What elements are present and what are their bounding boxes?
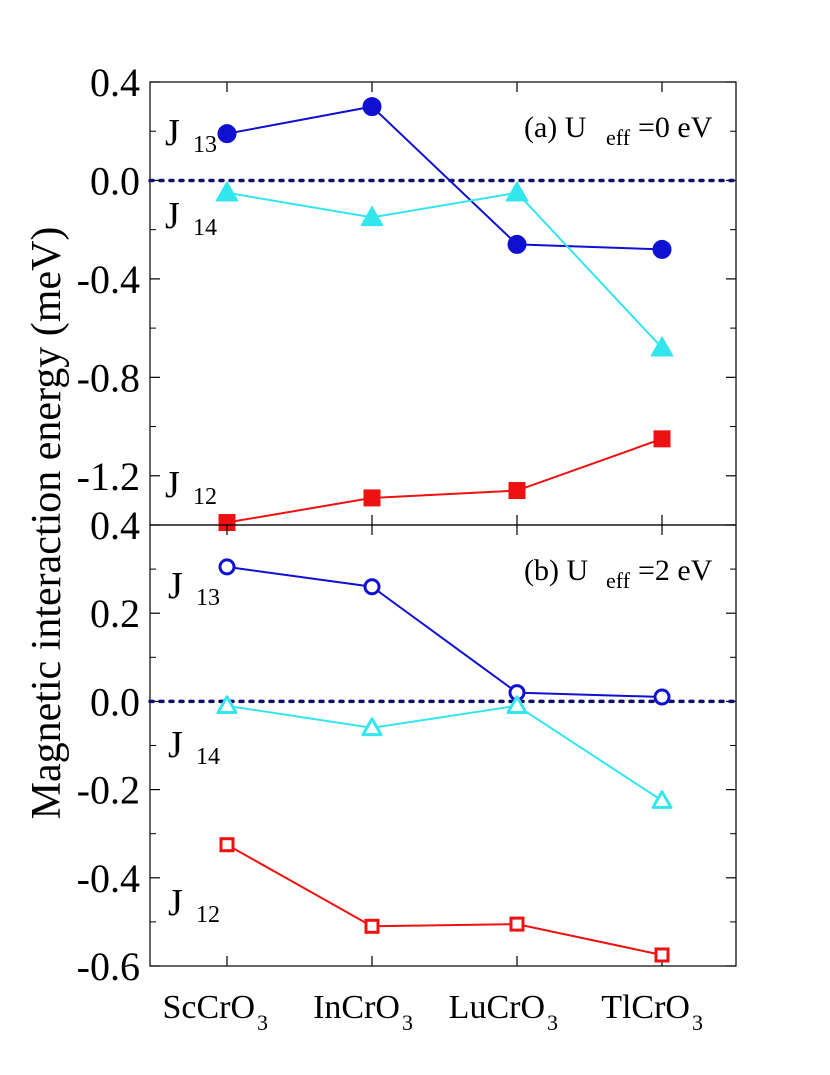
data-point-j13 xyxy=(217,124,237,144)
data-point-j13 xyxy=(363,578,381,596)
y-tick-label: -0.4 xyxy=(77,257,140,302)
series-line-j13 xyxy=(226,565,663,698)
panel-label-sub: eff xyxy=(606,568,631,593)
data-point-j14 xyxy=(651,790,673,809)
x-tick-label-sub: 3 xyxy=(692,1010,703,1035)
plot-frame xyxy=(149,81,737,526)
y-tick-label: 0.0 xyxy=(90,679,140,724)
series-line-j12 xyxy=(226,437,663,524)
y-tick-label: -1.2 xyxy=(77,454,140,499)
data-point-j13 xyxy=(362,97,382,117)
data-point-j14 xyxy=(506,695,528,715)
series-label-sub-j13: 13 xyxy=(196,585,220,611)
panel-label-tail: =2 eV xyxy=(638,554,713,587)
y-tick-label: -0.6 xyxy=(77,944,140,989)
panel-a: 0.4 0.0 -0.4 -0.8 -1.2 J 13 J 14 J 12 (a) U eff =0 eV xyxy=(77,60,738,532)
panel-label: (b) U xyxy=(524,554,588,587)
data-point-j12 xyxy=(219,837,235,853)
y-tick-label: 0.4 xyxy=(90,503,140,548)
x-tick-label-sub: 3 xyxy=(547,1010,558,1035)
series-line-j13 xyxy=(226,105,663,251)
data-point-j12 xyxy=(654,947,670,963)
data-point-j13 xyxy=(218,558,236,576)
data-point-j13 xyxy=(507,234,527,254)
series-line-j14 xyxy=(226,191,663,349)
series-label-sub-j12: 12 xyxy=(193,484,217,510)
series-label-j14: J xyxy=(168,724,183,766)
y-tick-label: 0.2 xyxy=(90,591,140,636)
data-point-j14 xyxy=(360,205,384,227)
data-point-j14 xyxy=(505,181,529,202)
series-label-j13: J xyxy=(165,112,180,154)
series-line-j14 xyxy=(226,704,663,802)
y-tick-label: -0.8 xyxy=(77,355,140,400)
data-point-j14 xyxy=(215,181,239,202)
plot-frame xyxy=(149,524,737,967)
data-point-j14 xyxy=(650,336,674,357)
panel-label-tail: =0 eV xyxy=(638,111,713,144)
x-axis: ScCrO 3 InCrO 3 LuCrO 3 TlCrO 3 xyxy=(162,989,703,1035)
y-tick-label: 0.0 xyxy=(90,158,140,203)
data-point-j13 xyxy=(652,239,672,259)
data-point-j13 xyxy=(653,688,671,706)
x-tick-label: InCrO xyxy=(313,989,400,1026)
data-point-j14 xyxy=(216,695,238,715)
series-label-sub-j14: 14 xyxy=(196,744,220,770)
series-label-j12: J xyxy=(165,464,180,506)
y-tick-label: -0.4 xyxy=(77,856,140,901)
data-point-j12 xyxy=(508,482,526,500)
series-label-sub-j13: 13 xyxy=(193,132,217,158)
data-point-j12 xyxy=(364,918,380,934)
y-axis-label: Magnetic interaction energy (meV) xyxy=(24,227,70,820)
series-label-j12: J xyxy=(168,882,183,924)
x-tick-label-sub: 3 xyxy=(257,1010,268,1035)
data-point-j12 xyxy=(509,916,525,932)
series-line-j12 xyxy=(226,843,663,956)
x-tick-label: TlCrO xyxy=(601,989,690,1026)
panel-label-sub: eff xyxy=(606,125,631,150)
x-tick-label: LuCrO xyxy=(449,989,545,1026)
series-label-j13: J xyxy=(168,565,183,607)
panel-label: (a) U xyxy=(524,111,587,144)
data-point-j12 xyxy=(653,430,671,448)
panel-b: 0.4 0.2 0.0 -0.2 -0.4 -0.6 J 13 J 14 J 12 (b) U eff =2… xyxy=(77,503,738,989)
data-point-j12 xyxy=(363,489,381,507)
series-label-j14: J xyxy=(165,195,180,237)
y-tick-label: 0.4 xyxy=(90,60,140,105)
x-tick-label-sub: 3 xyxy=(402,1010,413,1035)
y-tick-label: -0.2 xyxy=(77,768,140,813)
x-tick-label: ScCrO xyxy=(162,989,255,1026)
series-label-sub-j12: 12 xyxy=(196,902,220,928)
data-point-j14 xyxy=(361,717,383,737)
series-label-sub-j14: 14 xyxy=(193,215,217,241)
